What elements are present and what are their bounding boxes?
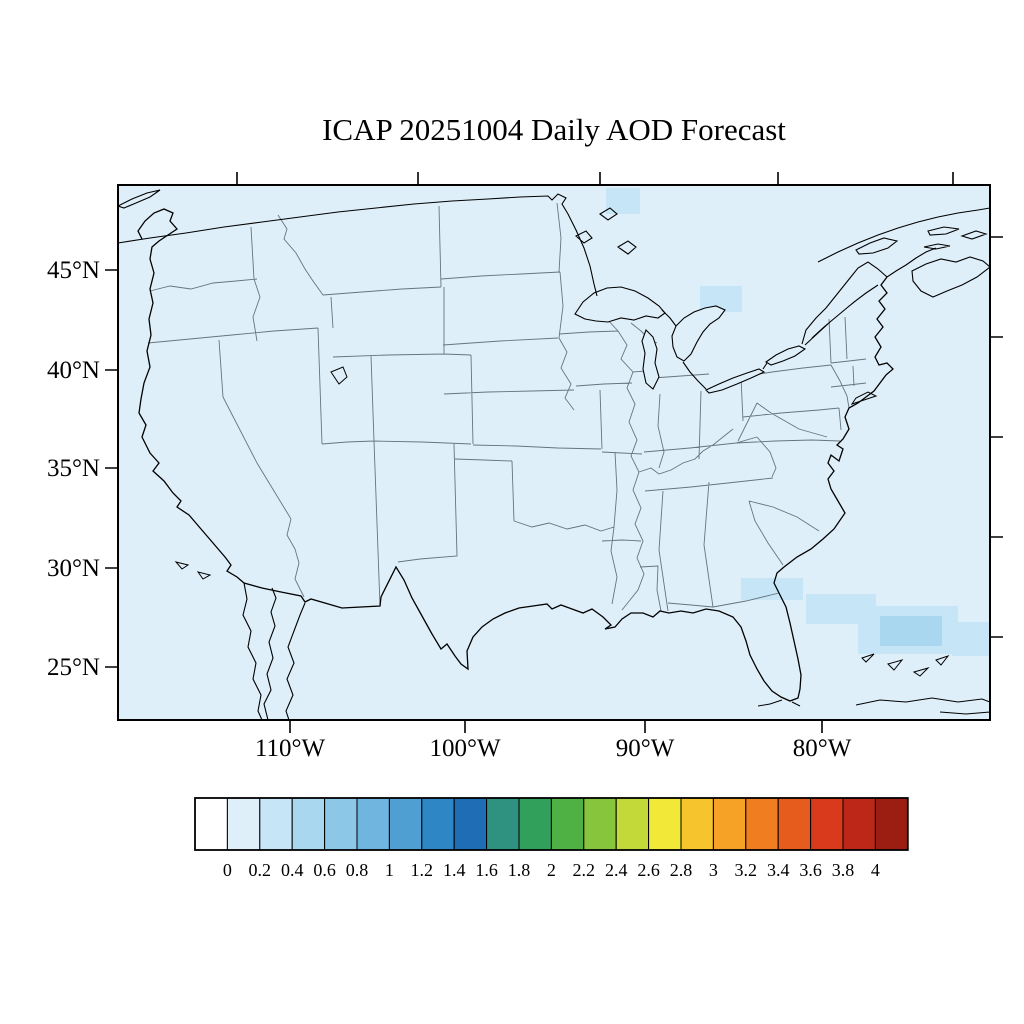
colorbar-tick-label: 3 [709, 860, 718, 880]
colorbar-cell [583, 797, 617, 851]
colorbar-tick-label: 2.8 [670, 860, 693, 880]
colorbar-tick-label: 0.8 [346, 860, 369, 880]
aod-patch-georgia-coast [741, 578, 803, 600]
canada-border-path [118, 189, 990, 390]
axis-ticks [105, 172, 1003, 733]
colorbar-cell [324, 797, 358, 851]
colorbar-tick-label: 1 [385, 860, 394, 880]
colorbar-cell [777, 797, 812, 851]
conus-coastline-path [137, 208, 894, 702]
colorbar-tick-label: 3.4 [767, 860, 790, 880]
colorbar-tick-label: 2.4 [605, 860, 628, 880]
colorbar-cell [291, 797, 326, 851]
map-background [118, 185, 990, 720]
colorbar-cell [615, 797, 650, 851]
colorbar-cell [550, 797, 585, 851]
lat-label-30n: 30°N [47, 555, 100, 582]
page-title: ICAP 20251004 Daily AOD Forecast [322, 112, 786, 147]
colorbar-cell [810, 797, 844, 851]
colorbar-labels: 0 0.2 0.4 0.6 0.8 1 1.2 1.4 1.6 1.8 2 2.… [223, 860, 880, 880]
colorbar-tick-label: 3.8 [832, 860, 855, 880]
map-frame [117, 184, 991, 721]
colorbar-cell [486, 797, 520, 851]
lat-label-25n: 25°N [47, 654, 100, 681]
colorbar-tick-label: 2.2 [573, 860, 596, 880]
colorbar-cell [712, 797, 747, 851]
colorbar-tick-label: 3.6 [799, 860, 822, 880]
colorbar-tick-label: 1.4 [443, 860, 466, 880]
colorbar-tick-label: 0.4 [281, 860, 304, 880]
colorbar-cell [259, 797, 293, 851]
colorbar-cell [648, 797, 682, 851]
colorbar-tick-label: 0.2 [249, 860, 272, 880]
colorbar-cell [680, 797, 714, 851]
lon-label-100w: 100°W [429, 735, 500, 762]
colorbar-cell [518, 797, 552, 851]
aod-patch-atlantic-east [952, 622, 990, 656]
colorbar-cell [745, 797, 779, 851]
colorbar-tick-label: 2.6 [637, 860, 660, 880]
latitude-axis: 45°N 40°N 35°N 30°N 25°N [47, 257, 100, 681]
islands-path [174, 366, 990, 715]
aod-patch-atlantic-core [880, 616, 942, 646]
colorbar-tick-label: 1.8 [508, 860, 531, 880]
colorbar-tick-label: 2 [547, 860, 556, 880]
longitude-axis: 110°W 100°W 90°W 80°W [255, 735, 852, 762]
colorbar-cell [874, 797, 909, 851]
lon-label-110w: 110°W [255, 735, 326, 762]
colorbar-cell [194, 797, 228, 851]
lon-label-80w: 80°W [793, 735, 852, 762]
colorbar-tick-label: 4 [871, 860, 880, 880]
colorbar-frame [194, 797, 909, 851]
lon-label-90w: 90°W [616, 735, 675, 762]
colorbar-cell [388, 797, 423, 851]
colorbar-tick-label: 0 [223, 860, 232, 880]
colorbar-cell [356, 797, 390, 851]
lat-label-40n: 40°N [47, 357, 100, 384]
colorbar-tick-label: 1.2 [411, 860, 434, 880]
colorbar-tick-label: 1.6 [475, 860, 498, 880]
lat-label-45n: 45°N [47, 257, 100, 284]
colorbar-cell [226, 797, 261, 851]
colorbar-cell [842, 797, 876, 851]
aod-patch-north-border [606, 188, 640, 214]
colorbar-cell [421, 797, 455, 851]
state-borders-path [147, 202, 867, 612]
colorbar-cell [453, 797, 488, 851]
colorbar-tick-label: 3.2 [735, 860, 758, 880]
lat-label-35n: 35°N [47, 455, 100, 482]
colorbar: 0 0.2 0.4 0.6 0.8 1 1.2 1.4 1.6 1.8 2 2.… [194, 797, 909, 880]
colorbar-tick-label: 0.6 [313, 860, 336, 880]
mexico-coastline-path [242, 582, 306, 720]
map-canvas [118, 185, 990, 720]
